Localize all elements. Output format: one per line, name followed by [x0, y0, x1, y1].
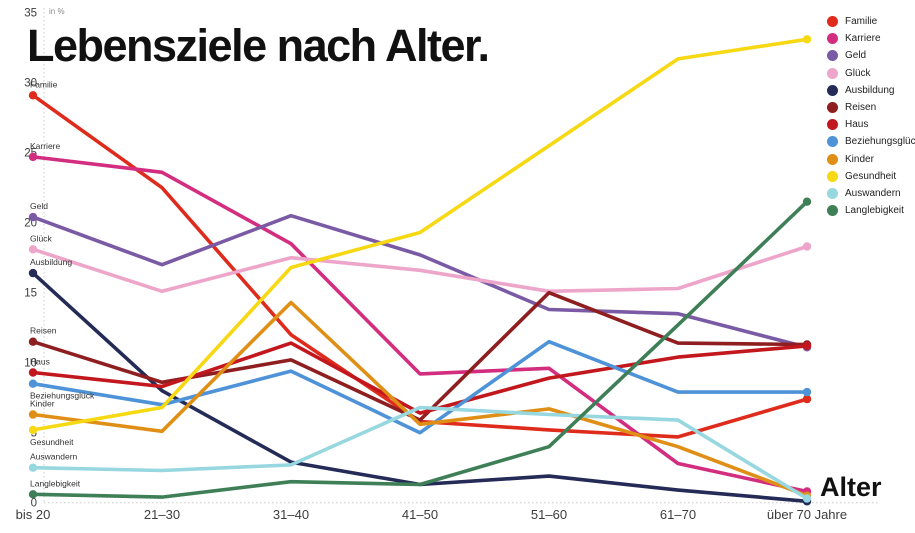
x-tick-label: über 70 Jahre: [767, 507, 847, 522]
legend-dot-beziehungsglueck: [827, 136, 838, 148]
legend-item-langlebigkeit: Langlebigkeit: [827, 202, 915, 219]
legend-item-haus: Haus: [827, 116, 915, 133]
series-end-dot-haus: [802, 341, 812, 351]
legend-dot-auswandern: [827, 187, 838, 199]
series-start-dot-haus: [28, 368, 38, 377]
series-start-dot-langlebigkeit: [28, 490, 38, 499]
series-start-dot-familie: [28, 91, 38, 100]
legend-label-ausbildung: Ausbildung: [845, 84, 895, 96]
series-label-reisen: Reisen: [30, 326, 57, 336]
series-label-glueck: Glück: [30, 233, 52, 243]
series-label-karriere: Karriere: [30, 141, 61, 151]
y-tick-label: 15: [24, 288, 37, 300]
series-line-kinder: [31, 300, 809, 498]
legend-label-auswandern: Auswandern: [845, 187, 901, 199]
x-axis-title: Alter: [820, 472, 882, 502]
legend-label-familie: Familie: [845, 16, 878, 28]
series-end-dot-familie: [802, 394, 812, 404]
series-line-haus: [31, 341, 809, 415]
series-label-geld: Geld: [30, 201, 48, 211]
legend-label-beziehungsglueck: Beziehungsglück: [845, 136, 915, 148]
series-label-kinder: Kinder: [30, 399, 55, 409]
series-line-geld: [31, 213, 809, 350]
x-tick-label: 41–50: [402, 507, 438, 522]
legend-item-reisen: Reisen: [827, 99, 915, 116]
x-tick-label: 51–60: [531, 507, 567, 522]
x-tick-label: 61–70: [660, 507, 696, 522]
series-end-dot-langlebigkeit: [802, 197, 812, 206]
legend-item-glueck: Glück: [827, 65, 915, 82]
y-tick-label: 30: [24, 78, 37, 90]
series-label-gesundheit: Gesundheit: [30, 437, 74, 447]
legend: Familie Karriere Geld Glück Ausbildung Reisen…: [827, 13, 915, 219]
legend-label-gesundheit: Gesundheit: [845, 170, 897, 182]
series-start-dot-auswandern: [28, 463, 38, 472]
legend-label-glueck: Glück: [845, 67, 871, 79]
series-start-dot-glueck: [28, 245, 38, 254]
legend-item-ausbildung: Ausbildung: [827, 82, 915, 99]
series-label-haus: Haus: [30, 357, 50, 367]
legend-label-haus: Haus: [845, 119, 869, 131]
series-end-dot-gesundheit: [802, 35, 812, 44]
series-label-familie: Familie: [30, 79, 58, 89]
series-label-auswandern: Auswandern: [30, 452, 78, 462]
series-end-dot-beziehungsglueck: [802, 387, 812, 397]
legend-item-geld: Geld: [827, 47, 915, 64]
legend-item-kinder: Kinder: [827, 151, 915, 168]
legend-label-langlebigkeit: Langlebigkeit: [845, 205, 904, 217]
y-tick-label: 35: [24, 8, 37, 20]
series-line-gesundheit: [31, 37, 809, 432]
legend-dot-familie: [827, 16, 838, 28]
legend-dot-haus: [827, 119, 838, 131]
legend-dot-geld: [827, 50, 838, 62]
series-start-dot-reisen: [28, 337, 38, 346]
series-line-beziehungsglueck: [31, 339, 809, 435]
series-line-glueck: [31, 244, 809, 294]
x-tick-label: bis 20: [16, 507, 51, 522]
legend-item-beziehungsglueck: Beziehungsglück: [827, 133, 915, 150]
legend-dot-ausbildung: [827, 84, 838, 96]
series-start-dot-geld: [28, 212, 38, 222]
series-end-dot-auswandern: [802, 494, 812, 503]
legend-label-kinder: Kinder: [845, 153, 874, 165]
series-line-auswandern: [31, 405, 809, 501]
x-tick-label: 21–30: [144, 507, 180, 522]
series-line-langlebigkeit: [31, 199, 809, 499]
series-start-dot-karriere: [28, 152, 38, 162]
legend-label-reisen: Reisen: [845, 102, 877, 114]
legend-dot-glueck: [827, 67, 838, 79]
y-tick-label: 0: [31, 498, 37, 510]
y-tick-label: 10: [24, 358, 37, 370]
series-start-dot-gesundheit: [28, 425, 38, 435]
series-label-beziehungsglueck: Beziehungsglück: [30, 391, 95, 401]
page-title: Lebensziele nach Alter.: [27, 20, 490, 71]
legend-item-karriere: Karriere: [827, 30, 915, 47]
series-start-dot-kinder: [28, 410, 38, 419]
x-tick-label: 31–40: [273, 507, 309, 522]
series-start-dot-ausbildung: [28, 268, 38, 278]
legend-item-gesundheit: Gesundheit: [827, 168, 915, 185]
series-start-dot-beziehungsglueck: [28, 379, 38, 388]
legend-dot-langlebigkeit: [827, 205, 838, 217]
legend-item-auswandern: Auswandern: [827, 185, 915, 202]
y-axis-unit-label: in %: [49, 7, 65, 16]
series-label-langlebigkeit: Langlebigkeit: [30, 478, 81, 488]
legend-dot-karriere: [827, 33, 838, 45]
legend-label-karriere: Karriere: [845, 33, 881, 45]
legend-dot-gesundheit: [827, 170, 838, 182]
series-line-reisen: [31, 290, 809, 422]
series-end-dot-glueck: [802, 242, 812, 251]
legend-label-geld: Geld: [845, 50, 867, 62]
legend-dot-kinder: [827, 153, 838, 165]
series-label-ausbildung: Ausbildung: [30, 257, 72, 267]
series-line-karriere: [31, 155, 809, 494]
legend-dot-reisen: [827, 102, 838, 114]
legend-item-familie: Familie: [827, 13, 915, 30]
